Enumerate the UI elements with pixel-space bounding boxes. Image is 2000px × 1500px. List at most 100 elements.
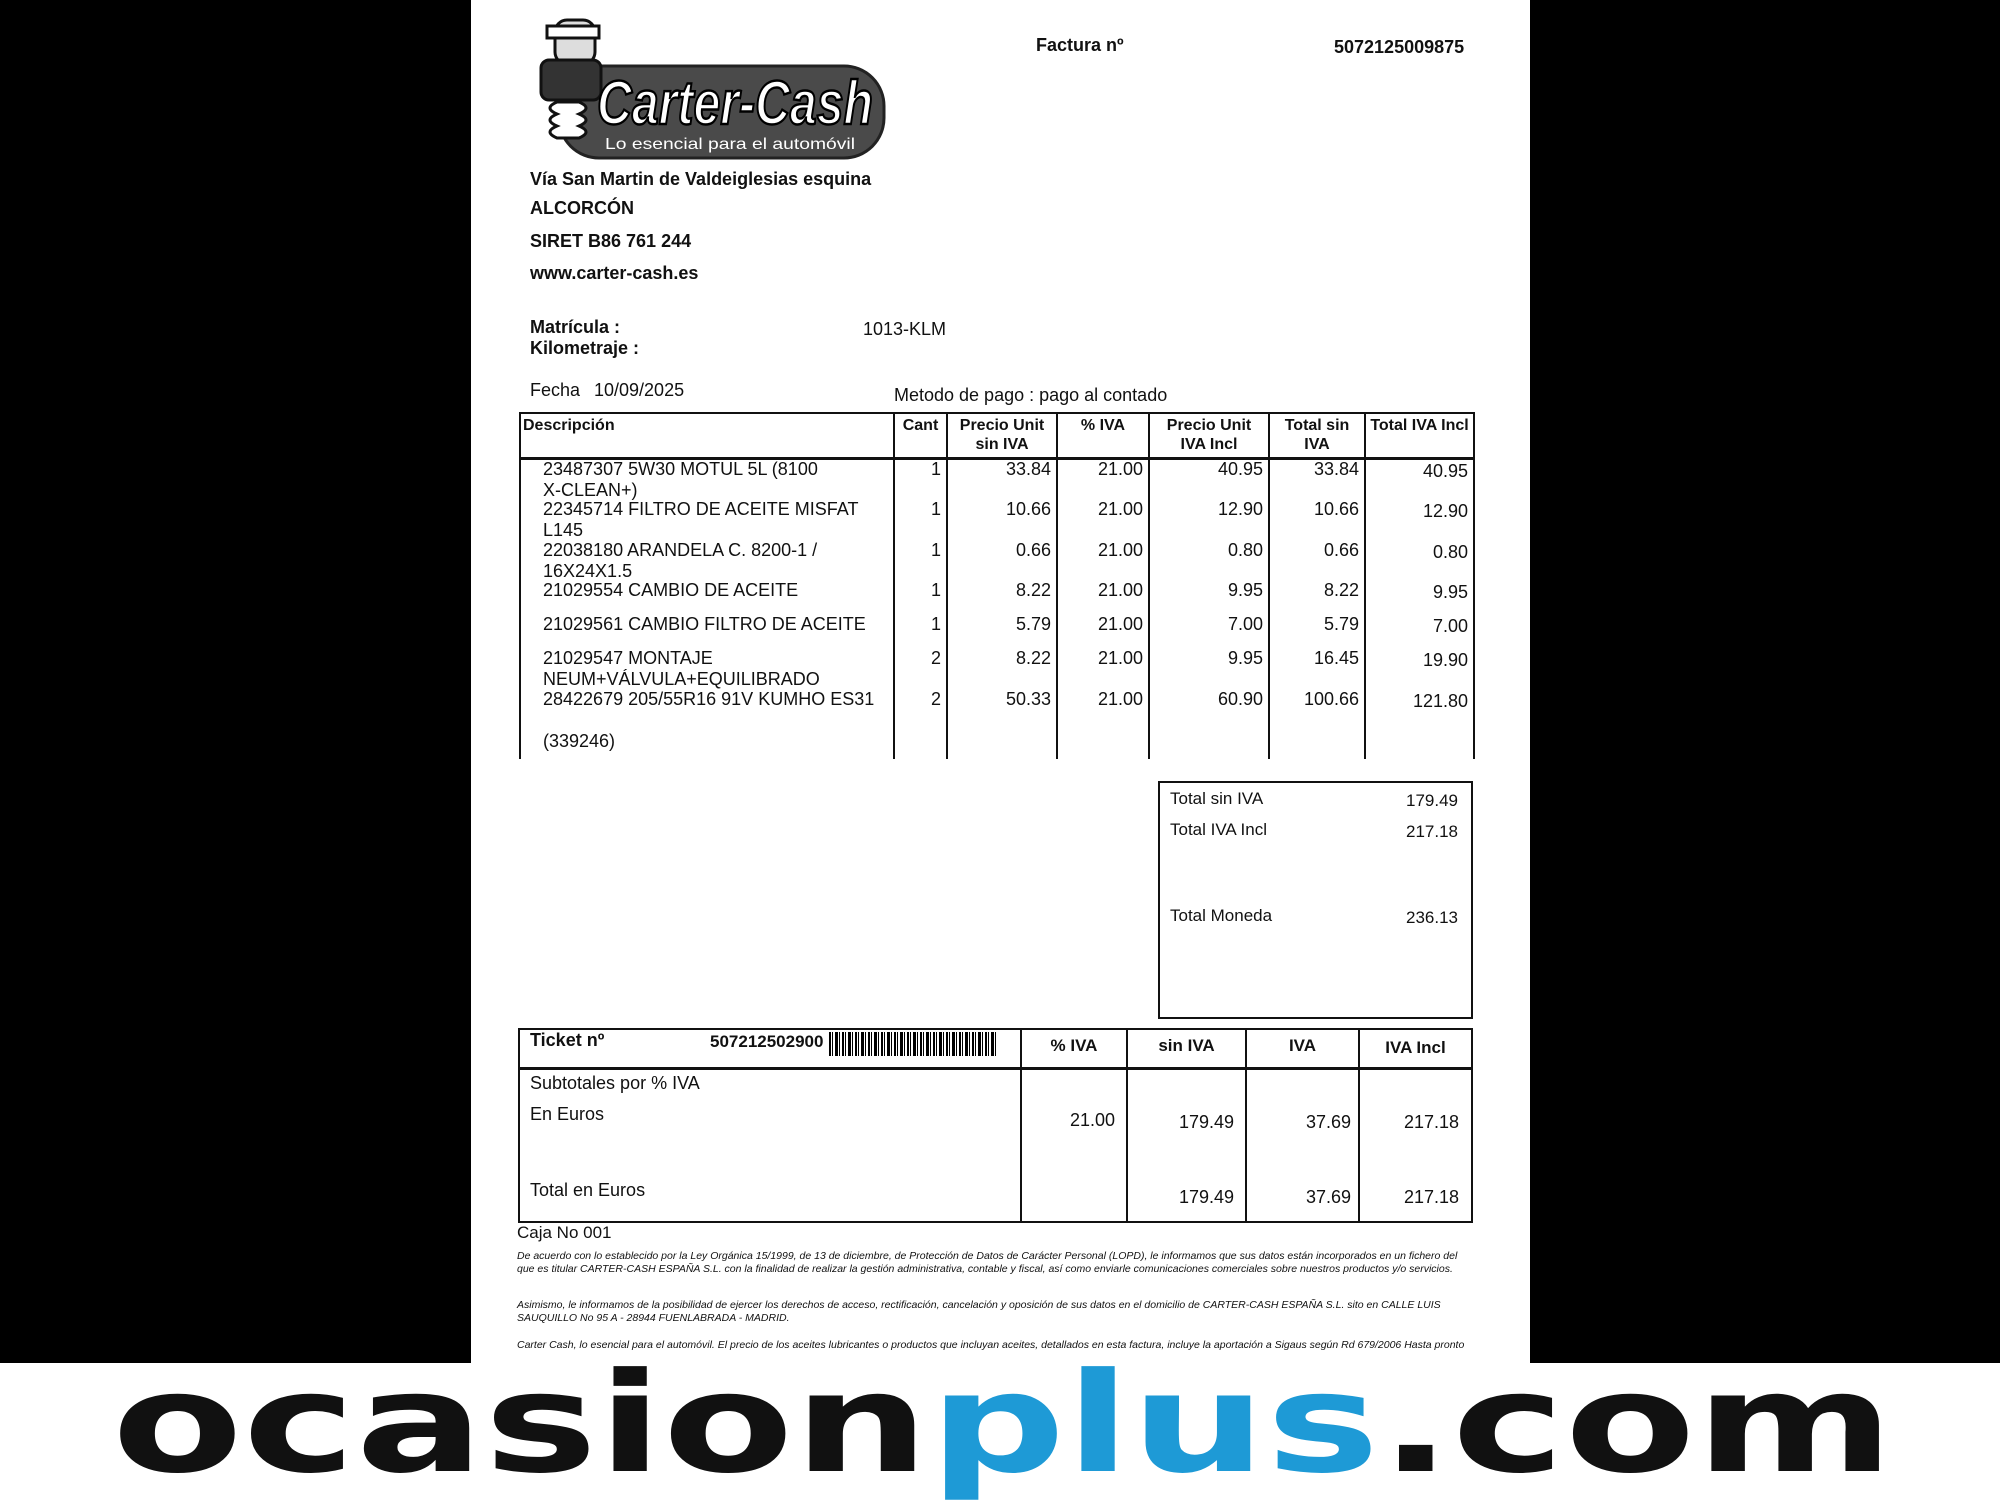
ticket-header-iva-incl: IVA Incl bbox=[1385, 1038, 1446, 1057]
euros-label: En Euros bbox=[530, 1104, 605, 1124]
legal-text-rights: Asimismo, le informamos de la posibilida… bbox=[517, 1299, 1441, 1324]
item-unit-incl: 60.90 bbox=[1217, 689, 1263, 709]
item-unit: 0.66 bbox=[1015, 540, 1051, 560]
item-iva: 21.00 bbox=[1097, 499, 1143, 519]
caja-number: Caja No 001 bbox=[517, 1223, 612, 1242]
invoice-number-label: Factura nº bbox=[1036, 35, 1124, 55]
item-unit-incl: 7.00 bbox=[1227, 614, 1263, 634]
item-qty: 1 bbox=[930, 459, 941, 479]
item-total: 33.84 bbox=[1313, 459, 1359, 479]
total-euros-label: Total en Euros bbox=[530, 1180, 646, 1200]
header-description: Descripción bbox=[523, 417, 615, 434]
ticket-number: 507212502900 bbox=[710, 1032, 824, 1051]
euros-sin-iva: 179.49 bbox=[1178, 1112, 1234, 1132]
date-label: Fecha bbox=[530, 380, 581, 400]
header-total-incl: Total IVA Incl bbox=[1370, 417, 1469, 434]
item-unit-incl: 9.95 bbox=[1227, 648, 1263, 668]
item-total: 5.79 bbox=[1323, 614, 1359, 634]
total-moneda: 236.13 bbox=[1406, 908, 1458, 927]
invoice-document bbox=[471, 0, 1530, 1363]
item-total-incl: 12.90 bbox=[1422, 501, 1468, 521]
header-qty: Cant bbox=[902, 417, 939, 434]
item-total: 16.45 bbox=[1313, 648, 1359, 668]
total-euros-iva-incl: 217.18 bbox=[1403, 1187, 1459, 1207]
svg-text:Carter-Cash: Carter-Cash bbox=[597, 69, 873, 138]
barcode bbox=[829, 1032, 997, 1056]
item-description: 28422679 205/55R16 91V KUMHO ES31 (33924… bbox=[543, 689, 875, 751]
ticket-header-iva-pct: % IVA bbox=[1050, 1036, 1098, 1055]
item-qty: 1 bbox=[930, 540, 941, 560]
item-unit: 10.66 bbox=[1005, 499, 1051, 519]
item-unit: 5.79 bbox=[1015, 614, 1051, 634]
item-qty: 2 bbox=[930, 648, 941, 668]
plate-value: 1013-KLM bbox=[863, 319, 947, 339]
item-total: 0.66 bbox=[1323, 540, 1359, 560]
item-total-incl: 7.00 bbox=[1432, 616, 1468, 636]
item-unit-incl: 12.90 bbox=[1217, 499, 1263, 519]
item-total-incl: 0.80 bbox=[1432, 542, 1468, 562]
total-euros-sin-iva: 179.49 bbox=[1178, 1187, 1234, 1207]
euros-iva: 37.69 bbox=[1305, 1112, 1351, 1132]
item-iva: 21.00 bbox=[1097, 540, 1143, 560]
header-unit-price-incl: Precio Unit IVA Incl bbox=[1166, 417, 1252, 453]
item-total-incl: 121.80 bbox=[1412, 691, 1468, 711]
item-unit-incl: 9.95 bbox=[1227, 580, 1263, 600]
item-unit-incl: 0.80 bbox=[1227, 540, 1263, 560]
legal-text-sigaus: Carter Cash, lo esencial para el automóv… bbox=[517, 1339, 1465, 1351]
item-iva: 21.00 bbox=[1097, 648, 1143, 668]
item-total-incl: 40.95 bbox=[1422, 461, 1468, 481]
item-total: 8.22 bbox=[1323, 580, 1359, 600]
item-description: 21029554 CAMBIO DE ACEITE bbox=[543, 580, 799, 600]
item-total-incl: 19.90 bbox=[1422, 650, 1468, 670]
item-unit: 8.22 bbox=[1015, 648, 1051, 668]
header-unit-price: Precio Unit sin IVA bbox=[959, 417, 1045, 453]
item-unit: 50.33 bbox=[1005, 689, 1051, 709]
totals-box bbox=[1158, 781, 1473, 1019]
item-description: 22345714 FILTRO DE ACEITE MISFAT L145 bbox=[543, 499, 859, 540]
mascot-icon bbox=[539, 18, 603, 140]
item-iva: 21.00 bbox=[1097, 459, 1143, 479]
item-description: 21029561 CAMBIO FILTRO DE ACEITE bbox=[543, 614, 866, 634]
item-description: 21029547 MONTAJE NEUM+VÁLVULA+EQUILIBRAD… bbox=[543, 648, 820, 689]
total-iva-incl: 217.18 bbox=[1406, 822, 1458, 841]
item-description: 22038180 ARANDELA C. 8200-1 / 16X24X1.5 bbox=[543, 540, 818, 581]
item-description: 23487307 5W30 MOTUL 5L (8100 X-CLEAN+) bbox=[543, 459, 818, 500]
item-qty: 2 bbox=[930, 689, 941, 709]
company-address: Vía San Martin de Valdeiglesias esquina bbox=[530, 169, 872, 189]
item-unit-incl: 40.95 bbox=[1217, 459, 1263, 479]
item-iva: 21.00 bbox=[1097, 580, 1143, 600]
total-iva-incl-label: Total IVA Incl bbox=[1170, 820, 1268, 839]
date-value: 10/09/2025 bbox=[594, 380, 685, 400]
svg-text:Lo esencial para el automóvil: Lo esencial para el automóvil bbox=[605, 136, 855, 153]
total-moneda-label: Total Moneda bbox=[1170, 906, 1273, 925]
km-label: Kilometraje : bbox=[530, 338, 640, 358]
payment-method: Metodo de pago : pago al contado bbox=[894, 385, 1168, 405]
header-total: Total sin IVA bbox=[1284, 417, 1350, 453]
watermark-banner bbox=[0, 1363, 2000, 1500]
company-siret: SIRET B86 761 244 bbox=[530, 231, 692, 251]
company-website: www.carter-cash.es bbox=[530, 263, 699, 283]
item-iva: 21.00 bbox=[1097, 689, 1143, 709]
ticket-table bbox=[518, 1028, 1473, 1223]
euros-iva-incl: 217.18 bbox=[1403, 1112, 1459, 1132]
legal-text-lopd: De acuerdo con lo establecido por la Ley… bbox=[517, 1250, 1458, 1275]
ticket-label: Ticket nº bbox=[530, 1030, 605, 1050]
item-iva: 21.00 bbox=[1097, 614, 1143, 634]
total-euros-iva: 37.69 bbox=[1305, 1187, 1351, 1207]
item-qty: 1 bbox=[930, 499, 941, 519]
item-unit: 8.22 bbox=[1015, 580, 1051, 600]
euros-iva-pct: 21.00 bbox=[1069, 1110, 1115, 1130]
invoice-number: 5072125009875 bbox=[1334, 37, 1465, 57]
item-unit: 33.84 bbox=[1005, 459, 1051, 479]
company-city: ALCORCÓN bbox=[530, 198, 634, 218]
item-qty: 1 bbox=[930, 580, 941, 600]
header-iva-pct: % IVA bbox=[1080, 417, 1126, 434]
item-total: 10.66 bbox=[1313, 499, 1359, 519]
plate-label: Matrícula : bbox=[530, 317, 621, 337]
total-sin-iva: 179.49 bbox=[1406, 791, 1458, 810]
item-total: 100.66 bbox=[1303, 689, 1359, 709]
item-qty: 1 bbox=[930, 614, 941, 634]
ticket-header-iva: IVA bbox=[1288, 1036, 1317, 1055]
total-sin-iva-label: Total sin IVA bbox=[1170, 789, 1264, 808]
